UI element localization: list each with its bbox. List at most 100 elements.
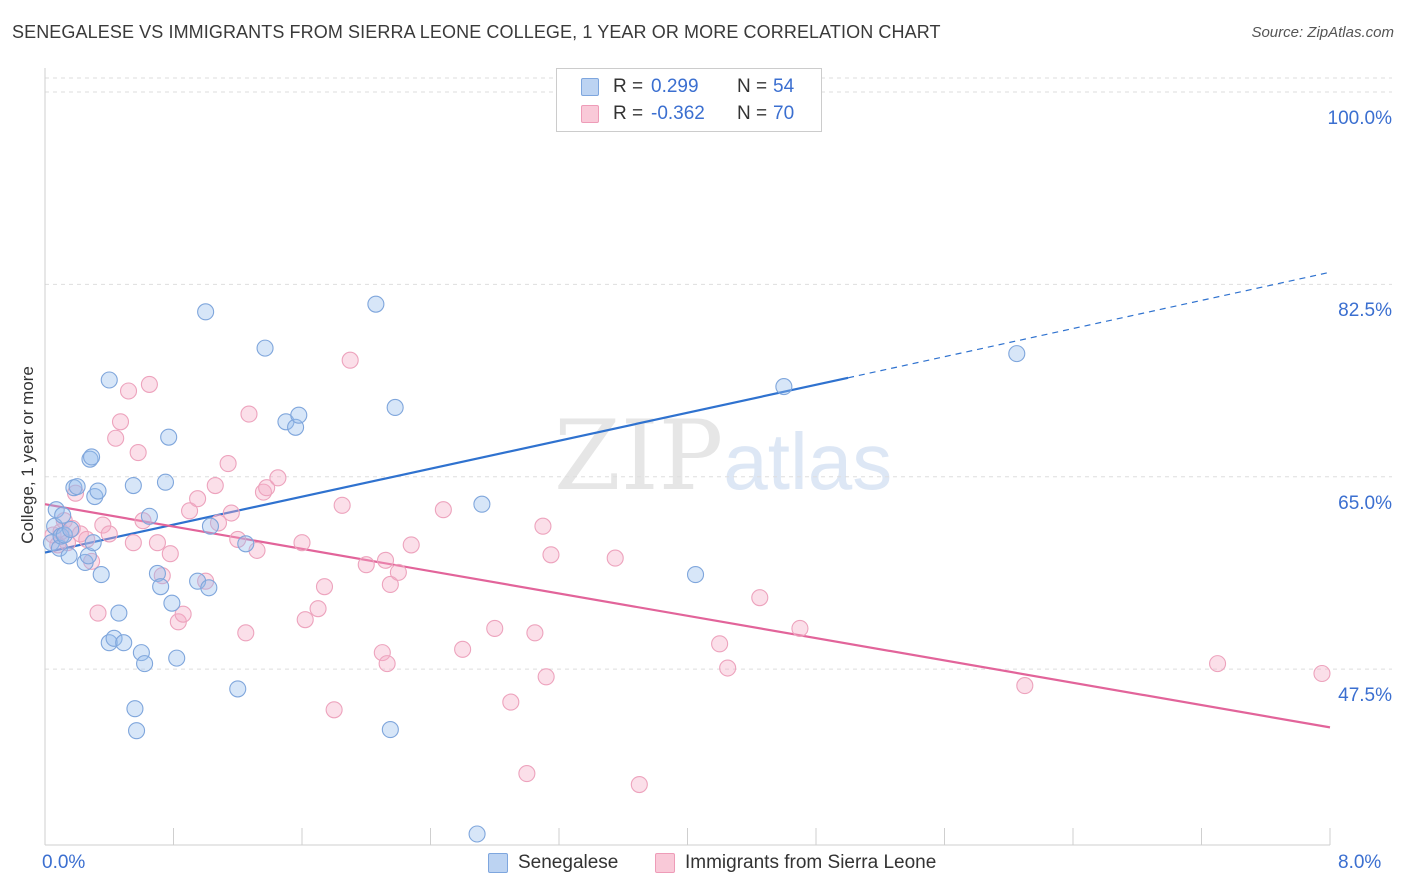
- data-point-sierra-leone: [791, 619, 809, 637]
- trend-line-senegalese-extension: [847, 271, 1331, 379]
- legend-swatch-senegalese: [581, 78, 599, 96]
- data-point-sierra-leone: [376, 551, 395, 569]
- series-sierra-leone-points: [44, 351, 1331, 794]
- data-point-senegalese: [84, 534, 102, 552]
- data-point-senegalese: [468, 825, 486, 843]
- axes: [44, 68, 1331, 846]
- data-point-sierra-leone: [148, 534, 166, 552]
- x-tick-label-min: 0.0%: [42, 852, 86, 873]
- data-point-senegalese: [381, 721, 399, 739]
- data-point-sierra-leone: [389, 563, 407, 581]
- data-point-senegalese: [152, 578, 170, 596]
- bottom-legend-swatch-senegalese: [488, 853, 508, 873]
- data-point-sierra-leone: [129, 444, 147, 462]
- data-point-sierra-leone: [94, 516, 112, 534]
- data-point-sierra-leone: [124, 534, 142, 552]
- data-point-senegalese: [62, 520, 80, 539]
- data-point-sierra-leone: [296, 611, 314, 629]
- data-point-sierra-leone: [333, 496, 351, 514]
- data-point-senegalese: [115, 634, 133, 652]
- data-point-senegalese: [290, 406, 308, 424]
- data-point-sierra-leone: [206, 476, 224, 495]
- legend-r-label: R =: [613, 76, 644, 97]
- data-point-sierra-leone: [341, 351, 359, 369]
- data-point-senegalese: [105, 629, 123, 647]
- data-point-sierra-leone: [100, 525, 118, 543]
- data-point-senegalese: [83, 448, 101, 466]
- data-point-senegalese: [229, 680, 247, 698]
- data-point-sierra-leone: [140, 375, 158, 393]
- data-point-senegalese: [160, 428, 178, 446]
- data-point-senegalese: [201, 517, 219, 535]
- bottom-legend-label-senegalese: Senegalese: [518, 852, 619, 873]
- data-point-senegalese: [128, 722, 146, 740]
- bottom-legend-sierra-leone: Immigrants from Sierra Leone: [655, 852, 936, 874]
- data-point-senegalese: [1008, 345, 1026, 363]
- data-point-senegalese: [367, 295, 385, 313]
- data-point-sierra-leone: [381, 575, 399, 594]
- data-point-sierra-leone: [219, 454, 237, 473]
- data-point-senegalese: [197, 303, 215, 321]
- data-point-sierra-leone: [293, 534, 311, 552]
- data-point-sierra-leone: [222, 504, 240, 522]
- data-point-sierra-leone: [373, 644, 391, 662]
- data-point-sierra-leone: [237, 624, 255, 642]
- bottom-legend-swatch-sierra-leone: [655, 853, 675, 873]
- grid-lines: [45, 77, 1392, 670]
- data-point-senegalese: [775, 378, 793, 396]
- data-point-sierra-leone: [537, 668, 555, 686]
- data-point-sierra-leone: [357, 556, 375, 574]
- data-point-sierra-leone: [325, 701, 343, 719]
- data-point-sierra-leone: [630, 775, 648, 794]
- data-point-senegalese: [124, 476, 142, 495]
- data-point-sierra-leone: [378, 655, 396, 673]
- data-point-sierra-leone: [258, 479, 276, 497]
- data-point-sierra-leone: [502, 693, 520, 711]
- data-point-sierra-leone: [1016, 677, 1034, 695]
- data-point-senegalese: [256, 339, 274, 357]
- data-point-sierra-leone: [107, 429, 125, 447]
- legend-r-value: 0.299: [651, 76, 699, 97]
- legend-r-label: R =: [613, 103, 644, 124]
- data-point-senegalese: [132, 644, 150, 662]
- series-senegalese-points: [42, 87, 1026, 843]
- legend-row-senegalese: R = 0.299 N = 54: [581, 74, 794, 100]
- trend-line-sierra-leone: [44, 503, 1331, 729]
- data-point-senegalese: [473, 495, 491, 513]
- data-point-sierra-leone: [83, 552, 101, 570]
- bottom-legend-senegalese: Senegalese: [488, 852, 618, 874]
- data-point-senegalese: [168, 649, 186, 667]
- data-point-senegalese: [163, 594, 181, 612]
- data-point-senegalese: [237, 535, 255, 553]
- trend-lines: [44, 271, 1331, 729]
- y-axis-label: College, 1 year or more: [18, 366, 37, 544]
- data-point-sierra-leone: [229, 530, 247, 548]
- data-point-senegalese: [89, 482, 107, 500]
- legend: R = 0.299 N = 54 R = -0.362 N = 70: [556, 68, 822, 132]
- x-tick-label-max: 8.0%: [1338, 852, 1382, 873]
- data-point-sierra-leone: [309, 600, 327, 618]
- data-point-sierra-leone: [1313, 664, 1331, 683]
- data-point-sierra-leone: [111, 413, 130, 431]
- data-point-sierra-leone: [751, 589, 769, 607]
- legend-n-label: N =: [737, 103, 768, 124]
- data-point-sierra-leone: [454, 640, 472, 658]
- data-point-sierra-leone: [315, 578, 334, 596]
- data-point-sierra-leone: [402, 536, 420, 554]
- data-point-senegalese: [68, 478, 86, 496]
- data-point-senegalese: [148, 564, 166, 583]
- y-tick-label: 100.0%: [1327, 107, 1392, 129]
- data-point-sierra-leone: [189, 490, 207, 508]
- data-point-sierra-leone: [89, 604, 107, 622]
- data-point-sierra-leone: [606, 549, 624, 567]
- data-point-senegalese: [79, 547, 97, 565]
- data-point-sierra-leone: [240, 405, 258, 423]
- data-point-sierra-leone: [161, 545, 179, 563]
- data-point-senegalese: [386, 398, 404, 417]
- data-point-senegalese: [92, 566, 110, 584]
- watermark: ZIPatlas: [554, 400, 892, 512]
- data-point-sierra-leone: [269, 469, 287, 487]
- legend-n-label: N =: [737, 76, 768, 97]
- legend-row-sierra-leone: R = -0.362 N = 70: [581, 101, 794, 127]
